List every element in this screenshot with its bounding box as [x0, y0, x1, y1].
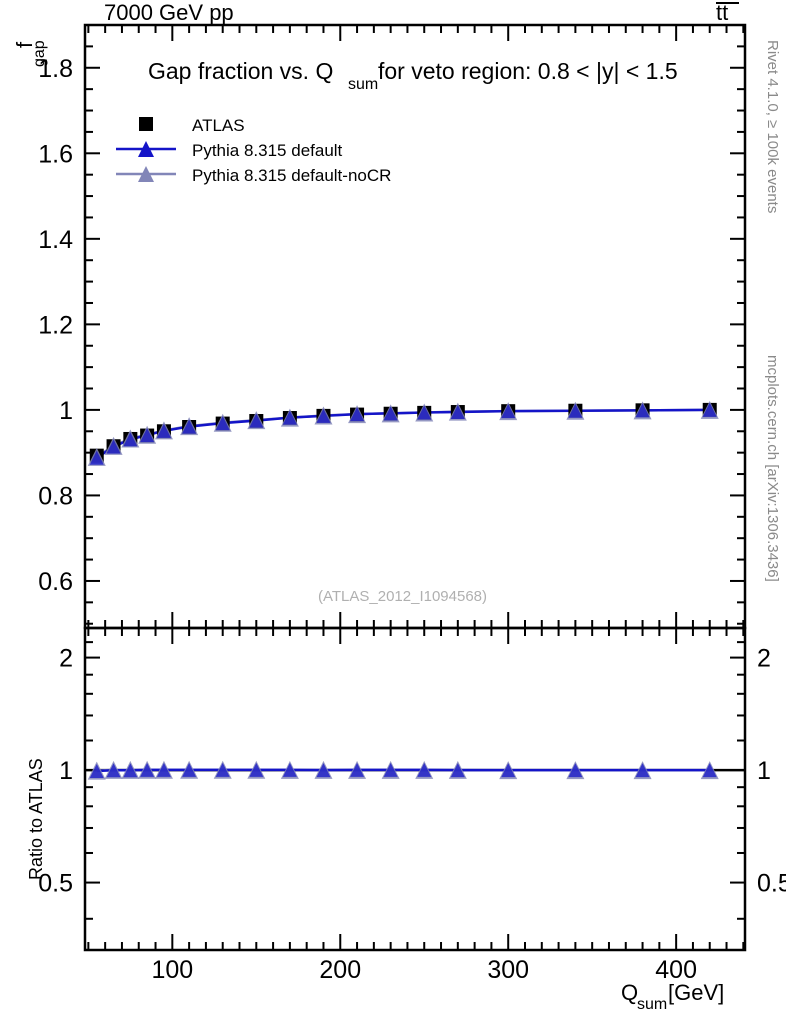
xaxis-label-unit: [GeV] [668, 980, 724, 1005]
analysis-id-watermark: (ATLAS_2012_I1094568) [318, 588, 487, 605]
process-label: tt [716, 0, 739, 25]
legend: ATLAS Pythia 8.315 default Pythia 8.315 de… [116, 116, 391, 185]
marker-default [106, 439, 121, 454]
main-ytick-label: 0.6 [38, 568, 73, 596]
legend-label: ATLAS [192, 116, 245, 135]
ratio-marker-default [215, 762, 230, 777]
marker-default [215, 416, 230, 431]
beam-energy-label: 7000 GeV pp [104, 0, 234, 25]
ratio-ytick-label: 1 [59, 757, 73, 785]
mcplots-reference-label: mcplots.cern.ch [arXiv:1306.3436] [764, 355, 781, 582]
marker-default [350, 407, 365, 422]
xaxis-label-sub: sum [637, 996, 667, 1013]
legend-marker-triangle [138, 166, 154, 182]
ratio-marker-default [568, 763, 583, 778]
ratio-marker-default [282, 762, 297, 777]
legend-label: Pythia 8.315 default [192, 141, 343, 160]
ratio-marker-default [450, 763, 465, 778]
marker-default [501, 404, 516, 419]
ratio-ytick-label: 2 [59, 645, 73, 673]
ratio-marker-default [89, 764, 104, 779]
main-ytick-label: 1.2 [38, 311, 73, 339]
ratio-marker-default [383, 762, 398, 777]
main-title: Gap fraction vs. Q sum for veto region: … [148, 58, 678, 93]
xaxis-label-base: Q [621, 980, 638, 1005]
main-title-post: for veto region: 0.8 < |y| < 1.5 [378, 58, 678, 84]
ratio-marker-default [702, 763, 717, 778]
marker-default [282, 410, 297, 425]
main-title-sub: sum [348, 76, 378, 93]
marker-default [182, 419, 197, 434]
ratio-ytick-label-right: 0.5 [757, 870, 786, 898]
ratio-panel-frame [83, 626, 747, 952]
xtick-label: 100 [151, 956, 193, 984]
main-data-series [87, 400, 719, 466]
ratio-marker-default [417, 762, 432, 777]
marker-default [417, 405, 432, 420]
legend-marker-triangle [138, 141, 154, 157]
legend-marker-square [139, 117, 153, 131]
ratio-xaxis-ticks: 100 200 300 400 [87, 628, 745, 984]
main-xaxis-ticks [87, 25, 745, 628]
main-ytick-label: 1.6 [38, 140, 73, 168]
ratio-marker-default [635, 763, 650, 778]
xtick-label: 300 [487, 956, 529, 984]
marker-default [123, 432, 138, 447]
ratio-marker-default [316, 763, 331, 778]
ratio-marker-default [106, 763, 121, 778]
ratio-marker-default [123, 763, 138, 778]
marker-default [249, 413, 264, 428]
marker-default [156, 423, 171, 438]
ratio-marker-default [249, 762, 264, 777]
ratio-marker-default [350, 762, 365, 777]
marker-default [383, 406, 398, 421]
ratio-ytick-label-right: 2 [757, 645, 771, 673]
main-ytick-label: 0.8 [38, 482, 73, 510]
marker-default [89, 450, 104, 465]
main-yaxis-label-base: f [12, 41, 37, 48]
ratio-marker-default [501, 763, 516, 778]
process-label-text: tt [716, 0, 728, 25]
xtick-label: 200 [319, 956, 361, 984]
ratio-marker-default [182, 762, 197, 777]
main-ytick-label: 1.8 [38, 55, 73, 83]
rivet-version-label: Rivet 4.1.0, ≥ 100k events [764, 40, 781, 213]
xaxis-label: Q sum [GeV] [621, 980, 724, 1013]
ratio-yaxis-label: Ratio to ATLAS [26, 758, 46, 880]
marker-default [140, 428, 155, 443]
main-title-pre: Gap fraction vs. Q [148, 58, 333, 84]
main-yaxis-label: f gap [12, 40, 48, 67]
marker-default [702, 402, 717, 417]
ratio-ytick-label-right: 1 [757, 757, 771, 785]
ratio-marker-default [156, 762, 171, 777]
ratio-ytick-label: 0.5 [38, 870, 73, 898]
main-yaxis-label-sub: gap [31, 40, 48, 67]
legend-label: Pythia 8.315 default-noCR [192, 166, 391, 185]
marker-default [316, 408, 331, 423]
marker-default [635, 403, 650, 418]
ratio-data-series [85, 760, 745, 780]
ratio-marker-default [140, 762, 155, 777]
ratio-yaxis-ticks: 0.5 0.5 1 1 2 2 [38, 641, 786, 920]
main-ytick-label: 1.4 [38, 226, 73, 254]
marker-default [450, 405, 465, 420]
xtick-label: 400 [655, 956, 697, 984]
main-ytick-label: 1 [59, 397, 73, 425]
marker-default [568, 403, 583, 418]
